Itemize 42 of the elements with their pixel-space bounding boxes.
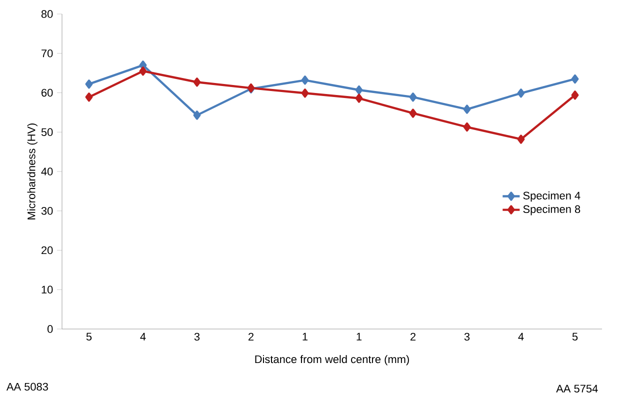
y-tick-label: 40 xyxy=(41,168,53,176)
y-axis-title: Microhardness (HV) xyxy=(27,123,38,220)
x-tick-label: 3 xyxy=(194,332,200,341)
point xyxy=(463,104,471,114)
y-tick-label: 50 xyxy=(41,128,53,136)
point xyxy=(571,74,579,84)
point xyxy=(409,92,417,102)
x-tick-label: 1 xyxy=(356,332,362,340)
point xyxy=(517,134,525,144)
x-axis-title: Distance from weld centre (mm) xyxy=(255,355,409,366)
x-tick-label: 3 xyxy=(464,332,470,341)
point xyxy=(301,76,309,85)
point xyxy=(409,108,417,118)
point xyxy=(463,122,471,132)
y-tick-label: 60 xyxy=(42,88,53,97)
legend-label: Specimen 8 xyxy=(523,205,580,216)
x-tick-label: 5 xyxy=(86,332,92,340)
point xyxy=(517,88,525,98)
legend-label: Specimen 4 xyxy=(523,191,580,202)
point xyxy=(355,85,363,95)
point xyxy=(355,94,363,103)
y-tick-label: 70 xyxy=(42,50,53,58)
point xyxy=(139,66,147,76)
x-tick-label: 2 xyxy=(248,332,254,341)
y-tick-label: 30 xyxy=(41,207,53,215)
point xyxy=(85,92,93,102)
y-tick-label: 80 xyxy=(41,10,53,18)
x-tick-label: 2 xyxy=(410,332,416,341)
y-tick-label: 20 xyxy=(42,246,53,254)
point xyxy=(301,88,309,98)
y-tick-label: 10 xyxy=(42,286,53,294)
x-tick-label: 4 xyxy=(518,332,524,340)
text: AA 5754 xyxy=(556,384,598,392)
point xyxy=(571,90,579,100)
point xyxy=(193,110,201,120)
x-tick-label: 5 xyxy=(572,332,578,340)
text: AA 5083 xyxy=(6,382,48,391)
x-tick-label: 1 xyxy=(302,332,308,340)
y-tick-label: 0 xyxy=(47,325,53,333)
point xyxy=(193,78,201,87)
x-tick-label: 4 xyxy=(140,332,146,340)
point xyxy=(85,80,93,89)
